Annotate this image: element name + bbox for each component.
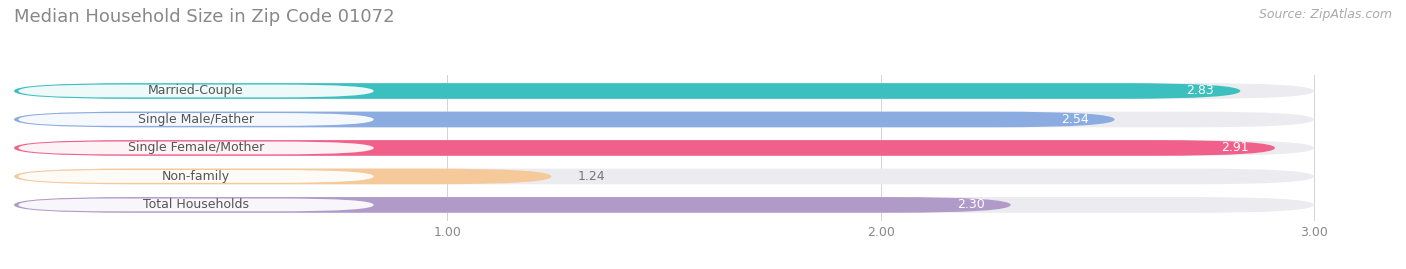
FancyBboxPatch shape [14, 140, 1315, 156]
Text: 2.54: 2.54 [1062, 113, 1088, 126]
FancyBboxPatch shape [14, 83, 1315, 99]
FancyBboxPatch shape [14, 197, 1315, 213]
FancyBboxPatch shape [14, 112, 1115, 127]
Text: 2.30: 2.30 [957, 199, 984, 211]
FancyBboxPatch shape [18, 84, 374, 97]
Text: Single Female/Mother: Single Female/Mother [128, 141, 264, 154]
Text: Total Households: Total Households [143, 199, 249, 211]
FancyBboxPatch shape [14, 112, 1315, 127]
Text: Married-Couple: Married-Couple [148, 84, 243, 97]
FancyBboxPatch shape [14, 169, 1315, 184]
FancyBboxPatch shape [14, 140, 1275, 156]
Text: 1.24: 1.24 [578, 170, 605, 183]
FancyBboxPatch shape [18, 199, 374, 211]
Text: 2.91: 2.91 [1222, 141, 1249, 154]
FancyBboxPatch shape [18, 113, 374, 126]
FancyBboxPatch shape [14, 83, 1240, 99]
Text: 2.83: 2.83 [1187, 84, 1215, 97]
Text: Median Household Size in Zip Code 01072: Median Household Size in Zip Code 01072 [14, 8, 395, 26]
FancyBboxPatch shape [14, 169, 551, 184]
FancyBboxPatch shape [18, 141, 374, 154]
Text: Source: ZipAtlas.com: Source: ZipAtlas.com [1258, 8, 1392, 21]
Text: Non-family: Non-family [162, 170, 231, 183]
FancyBboxPatch shape [18, 170, 374, 183]
FancyBboxPatch shape [14, 197, 1011, 213]
Text: Single Male/Father: Single Male/Father [138, 113, 254, 126]
